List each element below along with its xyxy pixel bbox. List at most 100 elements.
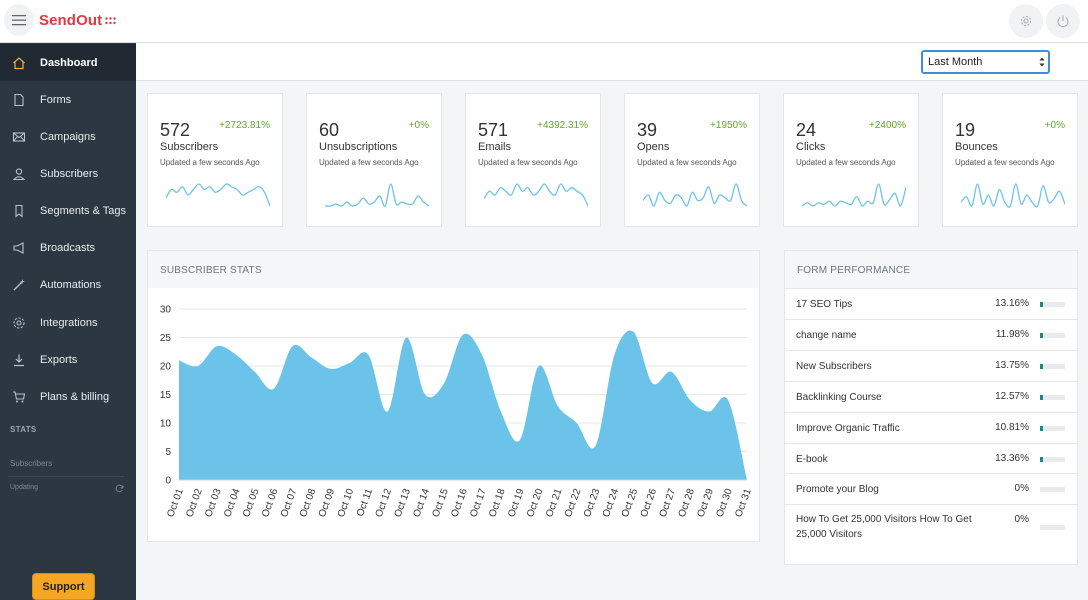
x-tick-label: Oct 13 [393,487,414,519]
form-name: New Subscribers [796,361,872,372]
sparkline-path [166,183,270,207]
sparkline [484,183,588,207]
sidebar-item-automations[interactable]: Automations [0,266,136,303]
x-tick-label: Oct 05 [241,487,262,519]
form-name: How To Get 25,000 Visitors How To Get 25… [796,514,972,540]
x-tick-label: Oct 31 [733,487,754,519]
form-progress-bar [1040,426,1065,431]
form-performance-row[interactable]: change name 11.98% [785,319,1079,350]
form-progress-bar [1040,364,1065,369]
form-name: E-book [796,454,828,465]
x-tick-label: Oct 28 [677,487,698,519]
stat-label: Emails [478,141,512,153]
stat-change: +0% [1044,120,1065,131]
refresh-icon[interactable] [115,484,124,493]
form-performance-row[interactable]: Improve Organic Traffic 10.81% [785,412,1079,443]
sparkline-path [325,183,429,207]
y-tick-label: 15 [160,390,172,401]
sidebar-item-label: Dashboard [40,56,98,69]
form-percentage: 0% [1014,483,1029,494]
form-performance-row[interactable]: Promote your Blog 0% [785,473,1079,504]
x-tick-label: Oct 14 [412,487,433,519]
date-range-value: Last Month [928,56,983,68]
support-button[interactable]: Support [32,573,95,600]
stat-updated: Updated a few seconds Ago [637,158,737,167]
gear-icon [1020,15,1032,27]
form-performance-row[interactable]: E-book 13.36% [785,443,1079,474]
sidebar-item-plans-billing[interactable]: Plans & billing [0,378,136,415]
stats-subscribers-label: Subscribers [10,459,53,468]
sidebar-item-label: Subscribers [40,167,99,180]
stat-updated: Updated a few seconds Ago [955,158,1055,167]
form-percentage: 13.75% [995,360,1029,371]
sidebar-item-dashboard[interactable]: Dashboard [0,44,136,81]
stat-value: 24 [796,120,817,140]
stat-value: 60 [319,120,340,140]
stat-card-unsubscriptions: 60 +0% Unsubscriptions Updated a few sec… [306,93,442,227]
x-tick-label: Oct 25 [620,487,641,519]
y-tick-label: 5 [165,447,171,458]
x-tick-label: Oct 12 [374,487,395,519]
form-performance-row[interactable]: New Subscribers 13.75% [785,350,1079,381]
form-name: 17 SEO Tips [796,299,853,310]
app-logo[interactable]: SendOut [39,12,116,29]
y-tick-label: 0 [165,476,171,487]
form-progress-bar [1040,302,1065,307]
x-tick-label: Oct 17 [468,487,489,519]
form-progress-fill [1040,426,1043,431]
x-tick-label: Oct 15 [430,487,451,519]
panel-title: SUBSCRIBER STATS [160,265,262,276]
x-tick-label: Oct 24 [601,487,622,519]
sidebar-item-label: Exports [40,353,78,366]
form-performance-row[interactable]: Backlinking Course 12.57% [785,381,1079,412]
date-range-select[interactable]: Last Month [921,50,1050,74]
stats-updating-label: Updating [10,484,39,491]
stat-label: Bounces [955,141,998,153]
sidebar-item-label: Forms [40,93,72,106]
x-tick-label: Oct 19 [506,487,527,519]
stat-label: Subscribers [160,141,219,153]
x-tick-label: Oct 16 [449,487,470,519]
settings-button[interactable] [1009,4,1043,38]
x-tick-label: Oct 08 [298,487,319,519]
stat-value: 39 [637,120,658,140]
sparkline-path [643,183,747,207]
form-percentage: 11.98% [995,329,1029,340]
sidebar-item-label: Integrations [40,316,98,329]
wand-icon [11,277,27,293]
form-percentage: 13.36% [995,453,1029,464]
stat-change: +2723.81% [219,120,270,131]
stat-change: +2400% [869,120,906,131]
document-icon [11,92,27,108]
stat-change: +0% [408,120,429,131]
sidebar-item-integrations[interactable]: Integrations [0,304,136,341]
form-performance-row[interactable]: 17 SEO Tips 13.16% [785,288,1079,319]
mail-icon [11,129,27,145]
logo-text: SendOut [39,12,103,29]
y-tick-label: 20 [160,362,172,373]
panel-header: SUBSCRIBER STATS [148,251,759,288]
form-progress-bar [1040,487,1065,492]
sidebar-item-forms[interactable]: Forms [0,81,136,118]
form-name: Backlinking Course [796,392,882,403]
x-tick-label: Oct 06 [260,487,281,519]
x-tick-label: Oct 03 [203,487,224,519]
menu-toggle-button[interactable] [4,4,34,36]
sparkline [802,183,906,207]
sidebar-item-campaigns[interactable]: Campaigns [0,118,136,155]
sidebar-item-broadcasts[interactable]: Broadcasts [0,229,136,266]
sidebar-item-subscribers[interactable]: Subscribers [0,155,136,192]
sidebar-item-segments-tags[interactable]: Segments & Tags [0,192,136,229]
power-icon [1057,15,1069,28]
x-tick-label: Oct 26 [639,487,660,519]
sidebar-item-label: Segments & Tags [40,204,127,217]
cart-icon [11,389,27,405]
stat-updated: Updated a few seconds Ago [319,158,419,167]
form-performance-row[interactable]: How To Get 25,000 Visitors How To Get 25… [785,504,1079,549]
x-tick-label: Oct 04 [222,487,243,519]
power-button[interactable] [1046,4,1080,38]
stat-change: +1950% [710,120,747,131]
download-icon [11,352,27,368]
stat-label: Clicks [796,141,826,153]
sidebar-item-exports[interactable]: Exports [0,341,136,378]
